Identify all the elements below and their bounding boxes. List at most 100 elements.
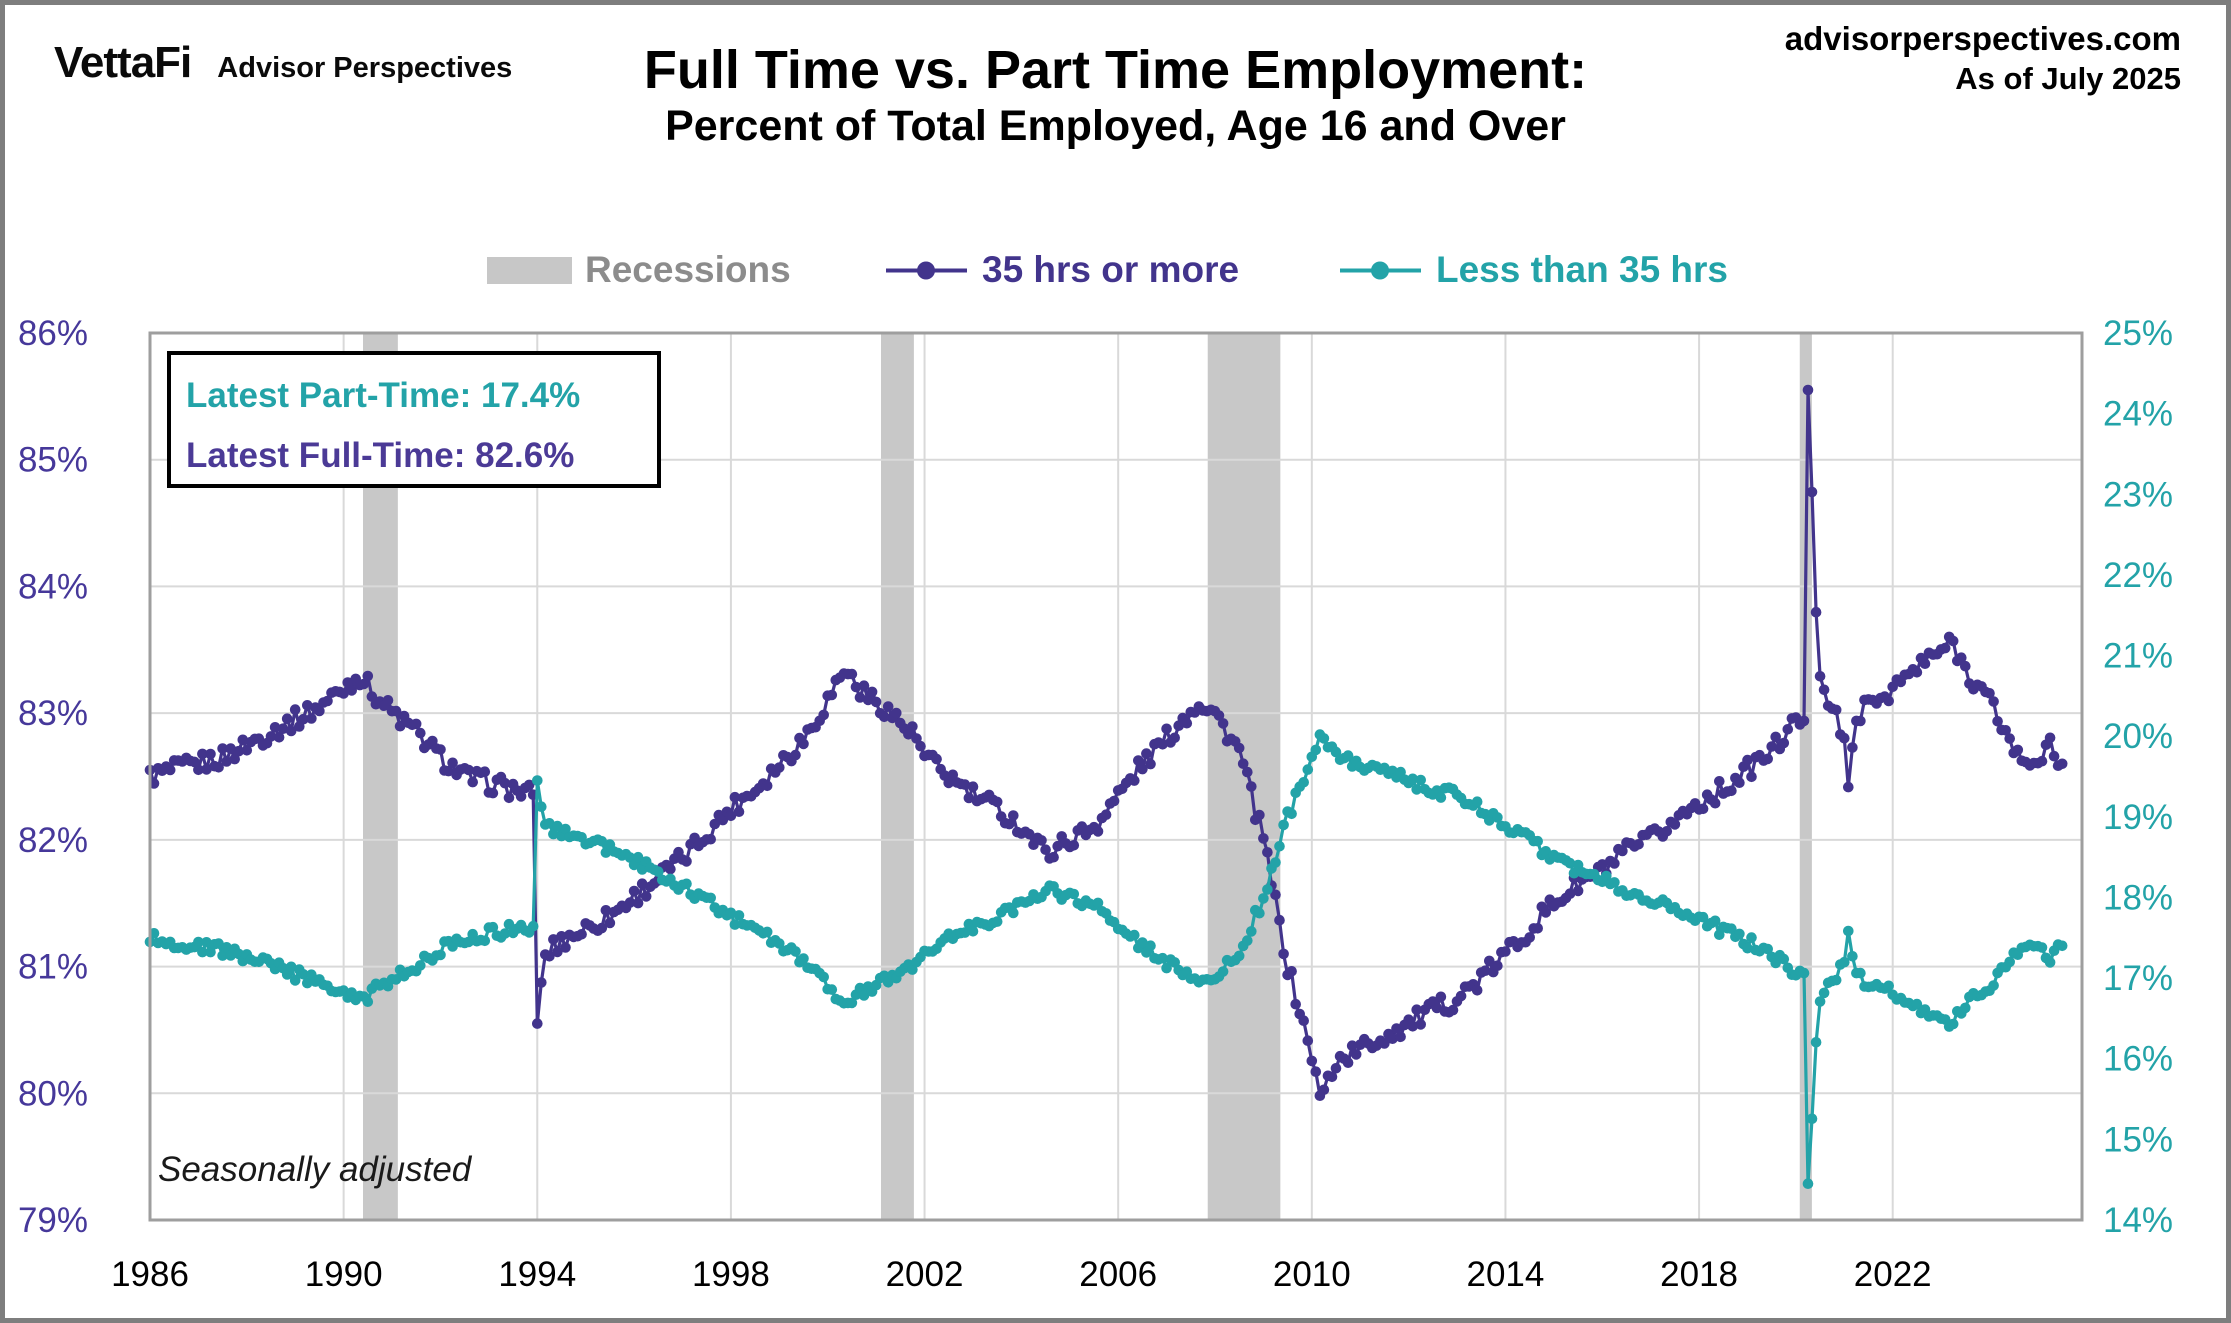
part-time-series-point bbox=[544, 818, 555, 829]
full-time-series-point bbox=[532, 1018, 543, 1029]
full-time-series-point bbox=[1330, 1063, 1342, 1074]
right-axis-tick: 24% bbox=[2103, 395, 2173, 434]
full-time-series-point bbox=[1802, 384, 1814, 396]
full-time-series-point bbox=[1137, 763, 1148, 775]
full-time-series-point bbox=[850, 681, 862, 693]
part-time-series-point bbox=[201, 937, 212, 948]
x-axis-tick: 1994 bbox=[498, 1255, 576, 1294]
part-time-series-point bbox=[1540, 846, 1552, 857]
full-time-series-point bbox=[1108, 795, 1120, 807]
full-time-series-point bbox=[1258, 833, 1269, 844]
full-time-series-point bbox=[2036, 755, 2048, 767]
full-time-series-point bbox=[281, 713, 293, 724]
latest-part-time-value: Latest Part-Time: 17.4% bbox=[186, 376, 581, 415]
right-axis-tick: 23% bbox=[2103, 475, 2173, 514]
full-time-series-point bbox=[1617, 845, 1628, 857]
part-time-series-point bbox=[761, 926, 773, 938]
recession-swatch-icon bbox=[487, 256, 572, 284]
full-time-series-point bbox=[665, 863, 676, 875]
part-time-series-point bbox=[1302, 764, 1314, 775]
full-time-series-point bbox=[241, 745, 253, 756]
part-time-series-point bbox=[213, 938, 224, 949]
part-time-series-point bbox=[1883, 980, 1894, 992]
full-time-series-point bbox=[164, 764, 176, 776]
full-time-series-point bbox=[1814, 671, 1826, 682]
full-time-series-point bbox=[1883, 695, 1894, 707]
part-time-series-point bbox=[1274, 841, 1285, 852]
full-time-series-point bbox=[967, 781, 979, 792]
full-time-series-point bbox=[846, 668, 858, 680]
full-time-series-point bbox=[915, 740, 926, 752]
full-time-marker-icon bbox=[886, 261, 967, 279]
title-block: Full Time vs. Part Time Employment: Perc… bbox=[0, 40, 2231, 152]
part-time-series-point bbox=[705, 892, 716, 904]
full-time-series-point bbox=[1956, 652, 1967, 663]
full-time-series-point bbox=[415, 727, 426, 739]
full-time-series-point bbox=[1145, 758, 1156, 770]
part-time-series-point bbox=[798, 953, 809, 964]
full-time-series-point bbox=[681, 856, 692, 867]
full-time-series-point bbox=[604, 917, 616, 929]
part-time-series-point bbox=[390, 974, 402, 985]
part-time-series-point bbox=[435, 949, 446, 961]
part-time-series-point bbox=[552, 820, 563, 832]
full-time-series-point bbox=[1540, 907, 1552, 918]
full-time-series-point bbox=[1024, 828, 1035, 840]
full-time-series-point bbox=[774, 762, 785, 773]
part-time-series-point bbox=[1839, 956, 1850, 968]
part-time-series-point bbox=[1843, 925, 1854, 937]
full-time-series-point bbox=[1810, 606, 1822, 618]
full-time-series-point bbox=[523, 779, 535, 791]
part-time-series-point bbox=[289, 975, 301, 986]
part-time-series-point bbox=[1742, 942, 1753, 954]
full-time-series-point bbox=[1843, 781, 1854, 793]
full-time-series-point bbox=[217, 743, 228, 754]
full-time-series-point bbox=[1778, 737, 1790, 749]
full-time-series-point bbox=[229, 753, 240, 765]
part-time-series-point bbox=[1855, 967, 1866, 979]
full-time-series-point bbox=[1346, 1040, 1358, 1051]
full-time-series-point bbox=[931, 753, 942, 765]
part-time-series-point bbox=[1318, 733, 1330, 744]
full-time-series-point bbox=[1246, 781, 1257, 792]
plot-border bbox=[148, 331, 2084, 1222]
part-time-series-point bbox=[1342, 750, 1354, 761]
part-time-series-point bbox=[681, 878, 692, 890]
full-time-series-point bbox=[1270, 889, 1281, 901]
full-time-series-point bbox=[878, 711, 890, 723]
part-time-series-point bbox=[1435, 792, 1447, 803]
full-time-series-point bbox=[298, 713, 309, 725]
part-time-series-point bbox=[1709, 915, 1721, 927]
latest-values-callout: Latest Part-Time: 17.4% Latest Full-Time… bbox=[167, 351, 661, 488]
right-axis-tick: 16% bbox=[2103, 1040, 2173, 1079]
x-axis-tick: 2014 bbox=[1467, 1255, 1545, 1294]
part-time-series-point bbox=[193, 936, 204, 948]
full-time-series-point bbox=[1237, 758, 1249, 769]
x-axis-tick: 1998 bbox=[692, 1255, 770, 1294]
full-time-series-point bbox=[1076, 821, 1088, 832]
full-time-series-point bbox=[556, 931, 567, 942]
legend-item-recessions: Recessions bbox=[487, 246, 791, 294]
full-time-series-point bbox=[467, 776, 479, 788]
x-axis-tick: 2022 bbox=[1854, 1255, 1932, 1294]
part-time-series-point bbox=[1254, 907, 1265, 919]
part-time-series-point bbox=[1802, 1178, 1814, 1189]
full-time-series-point bbox=[858, 680, 870, 691]
full-time-series-point bbox=[306, 713, 317, 724]
part-time-series-point bbox=[774, 938, 785, 949]
left-axis-tick: 82% bbox=[18, 821, 88, 860]
part-time-series-point bbox=[298, 969, 309, 980]
legend-full-time-label: 35 hrs or more bbox=[982, 249, 1240, 290]
part-time-series-point bbox=[959, 927, 971, 938]
full-time-series-point bbox=[1342, 1057, 1354, 1068]
full-time-series-point bbox=[1262, 847, 1273, 858]
full-time-series-point bbox=[205, 748, 216, 760]
full-time-series-point bbox=[826, 689, 838, 701]
part-time-series-point bbox=[1298, 777, 1309, 788]
full-time-series-point bbox=[854, 692, 866, 703]
recession-band bbox=[880, 333, 914, 1220]
full-time-series-point bbox=[1500, 946, 1511, 957]
full-time-series-point bbox=[1242, 766, 1253, 778]
part-time-series-point bbox=[1233, 950, 1245, 962]
full-time-series-point bbox=[1298, 1015, 1309, 1026]
